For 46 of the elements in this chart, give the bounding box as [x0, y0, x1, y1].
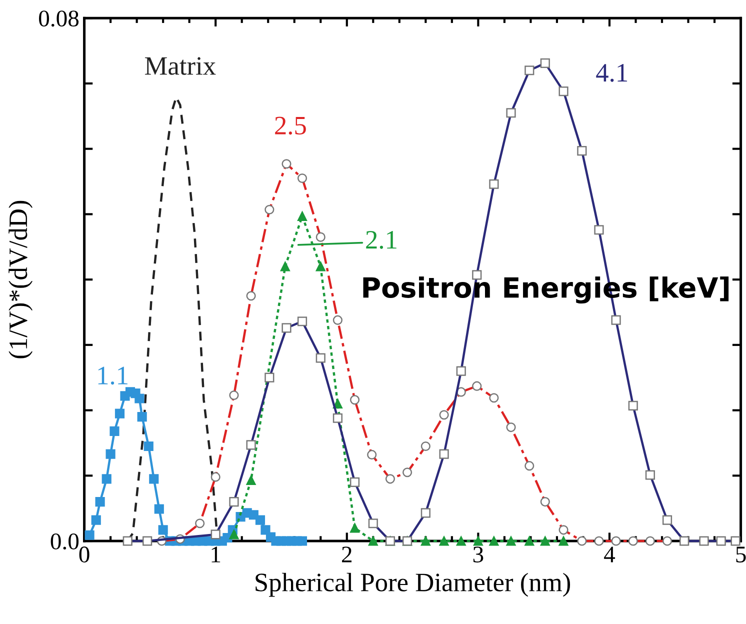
- point: [106, 449, 116, 459]
- point: [102, 474, 112, 484]
- point: [246, 475, 256, 486]
- y-tick-label: 0.0: [50, 534, 79, 550]
- annotation: 2.1: [366, 231, 396, 249]
- point: [524, 536, 534, 546]
- x-tick-label: 3: [473, 546, 484, 562]
- point: [134, 394, 144, 404]
- annotation: 2.5: [275, 116, 306, 135]
- point: [255, 515, 266, 525]
- point: [368, 536, 378, 546]
- point: [260, 525, 270, 535]
- point: [489, 536, 499, 546]
- point: [95, 497, 105, 507]
- point: [506, 536, 516, 546]
- x-tick-label: 5: [736, 546, 746, 562]
- point: [154, 504, 164, 514]
- point: [114, 408, 125, 418]
- point: [158, 525, 168, 535]
- x-tick-label: 2: [342, 546, 352, 562]
- annotation: 1.1: [98, 366, 128, 385]
- point: [149, 474, 159, 484]
- point: [144, 441, 154, 452]
- point: [473, 536, 483, 546]
- point: [297, 536, 308, 546]
- point: [110, 426, 120, 436]
- x-tick-label: 4: [604, 546, 616, 562]
- point: [420, 536, 430, 546]
- point: [91, 515, 101, 525]
- x-axis-title: Spherical Pore Diameter (nm): [256, 572, 570, 597]
- point: [540, 536, 550, 546]
- point: [456, 536, 466, 546]
- point: [350, 523, 360, 533]
- x-tick-label: 1: [212, 546, 220, 562]
- point: [229, 530, 239, 540]
- annotation: Matrix: [144, 57, 216, 75]
- point: [280, 262, 290, 272]
- annotation: 4.1: [596, 64, 628, 82]
- point: [439, 536, 449, 546]
- y-axis-title: (1/V)*(dV/dD): [8, 200, 33, 358]
- point: [297, 211, 308, 221]
- point: [137, 412, 147, 422]
- point: [316, 262, 326, 272]
- y-tick-label: 0.08: [39, 10, 79, 27]
- x-tick-label: 0: [79, 546, 90, 562]
- point: [558, 536, 568, 546]
